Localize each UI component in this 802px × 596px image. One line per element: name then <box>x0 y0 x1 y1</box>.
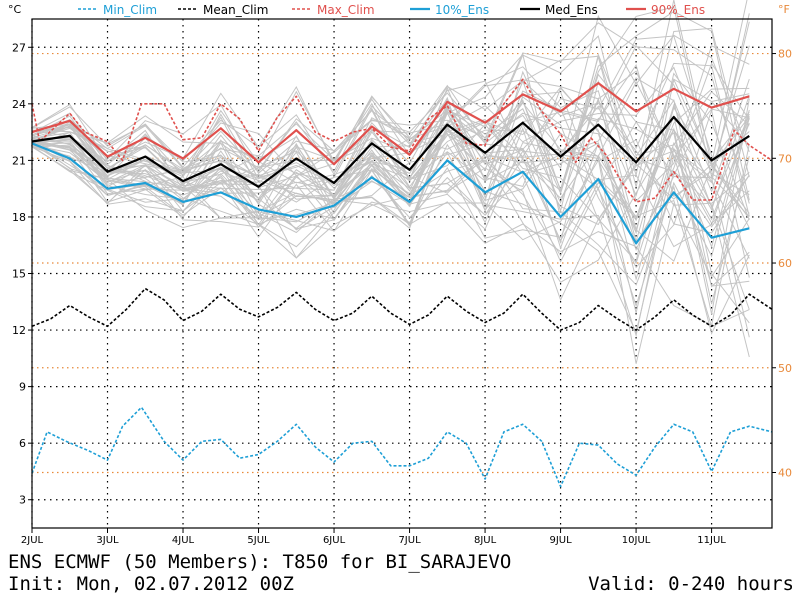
y-tick-label: 9 <box>19 381 26 394</box>
y-tick-label: 6 <box>19 437 26 450</box>
chart-title: ENS ECMWF (50 Members): T850 for BI_SARA… <box>8 551 512 573</box>
y-tick-label: 21 <box>12 154 26 167</box>
ensemble-member-line <box>31 128 750 336</box>
x-tick-label: 11JUL <box>697 535 726 546</box>
x-tick-label: 6JUL <box>323 535 346 546</box>
legend-label: Mean_Clim <box>203 3 268 17</box>
series-line-10-ens <box>31 142 750 245</box>
series-line-max-clim <box>31 78 773 203</box>
ensemble-member-line <box>31 45 750 203</box>
y-tick-label: 24 <box>12 98 26 111</box>
ensemble-member-line <box>31 144 750 326</box>
y-tick-label: 27 <box>12 41 26 54</box>
y-unit-right: °F <box>778 3 790 16</box>
x-tick-label: 4JUL <box>172 535 195 546</box>
ensemble-member-line <box>31 142 750 364</box>
x-tick-label: 8JUL <box>474 535 497 546</box>
series-line-90-ens <box>31 81 750 166</box>
ensemble-member-line <box>31 96 750 315</box>
y-tick-label: 15 <box>12 268 26 281</box>
legend-label: Max_Clim <box>317 3 375 17</box>
ensemble-member-line <box>31 66 750 184</box>
ensemble-member-line <box>31 22 750 204</box>
ensemble-member-line <box>31 11 750 201</box>
y-tick-label: 18 <box>12 211 26 224</box>
f-tick-label: 70 <box>778 152 792 165</box>
f-tick-label: 60 <box>778 257 792 270</box>
f-tick-label: 50 <box>778 362 792 375</box>
f-tick-label: 80 <box>778 48 792 61</box>
y-unit-left: °C <box>8 3 22 16</box>
y-tick-label: 3 <box>19 494 26 507</box>
ensemble-member-line <box>31 127 750 305</box>
init-time: Init: Mon, 02.07.2012 00Z <box>8 573 294 595</box>
legend-label: 90%_Ens <box>651 3 705 17</box>
valid-range: Valid: 0-240 hours <box>588 573 794 595</box>
ensemble-member-line <box>31 98 750 324</box>
ensemble-member-line <box>31 52 750 217</box>
f-tick-label: 40 <box>778 466 792 479</box>
ensemble-member-line <box>31 70 750 166</box>
series-line-mean-clim <box>31 287 773 331</box>
ensemble-member-line <box>31 139 750 302</box>
plot-frame <box>31 18 773 529</box>
ensemble-member-line <box>31 27 750 188</box>
x-tick-label: 5JUL <box>247 535 270 546</box>
legend-label: Min_Clim <box>103 3 157 17</box>
ensemble-member-line <box>31 139 750 234</box>
legend-label: 10%_Ens <box>435 3 489 17</box>
series-line-min-clim <box>31 406 773 488</box>
ensemble-member-line <box>31 116 750 248</box>
ensemble-member-line <box>31 94 750 265</box>
ensemble-member-line <box>31 53 750 221</box>
legend-label: Med_Ens <box>545 3 598 17</box>
x-tick-label: 3JUL <box>96 535 119 546</box>
x-tick-label: 2JUL <box>21 535 44 546</box>
y-tick-label: 12 <box>12 324 26 337</box>
x-tick-label: 9JUL <box>549 535 572 546</box>
x-tick-label: 10JUL <box>622 535 651 546</box>
ensemble-member-line <box>31 127 750 334</box>
x-tick-label: 7JUL <box>398 535 421 546</box>
series-line-med-ens <box>31 115 750 188</box>
